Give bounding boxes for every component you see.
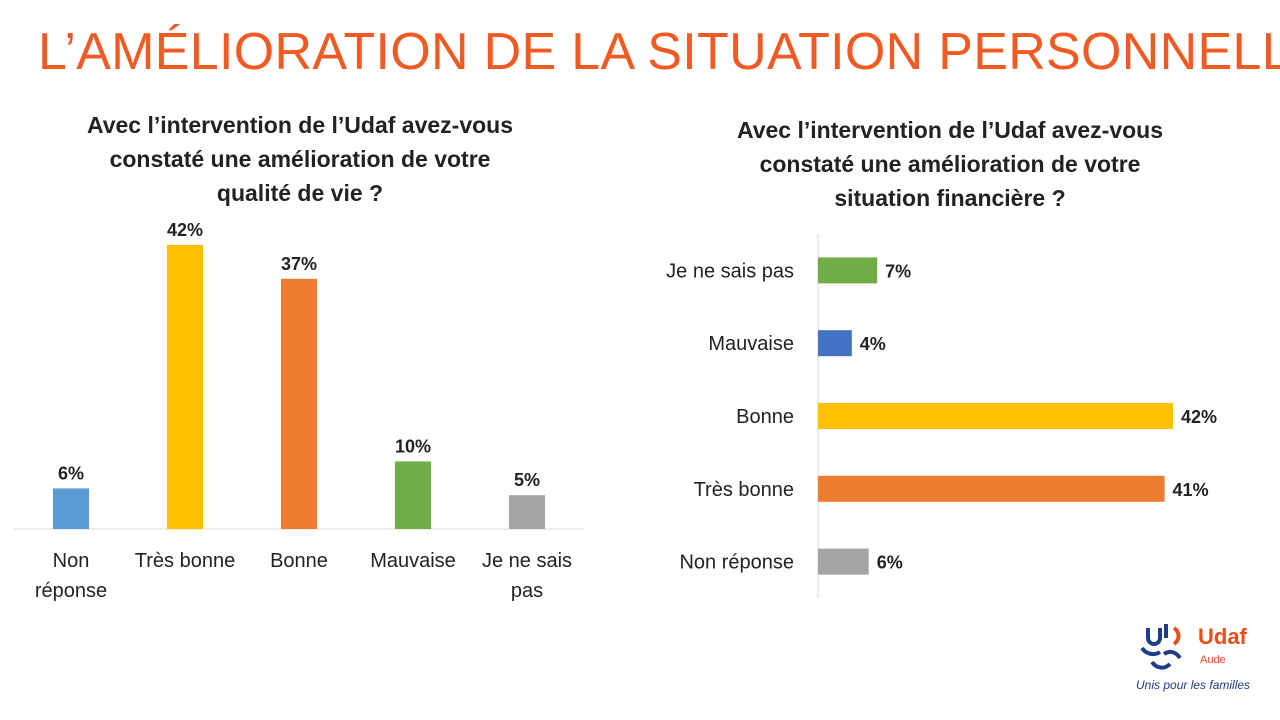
data-label: 42%: [1181, 407, 1217, 427]
chart-title-quality-of-life: Avec l’intervention de l’Udaf avez-vous …: [40, 108, 560, 210]
logo-sub: Aude: [1200, 654, 1226, 666]
x-tick-label: pas: [511, 580, 543, 602]
data-label: 6%: [877, 553, 903, 573]
bar: [818, 548, 869, 575]
chart-title-line: situation financière ?: [834, 185, 1066, 211]
bar: [395, 461, 431, 529]
chart-title-line: Avec l’intervention de l’Udaf avez-vous: [736, 117, 1164, 143]
x-tick-label: Très bonne: [135, 550, 235, 572]
bar: [53, 488, 89, 529]
y-tick-label: Bonne: [736, 406, 794, 428]
y-tick-label: Très bonne: [694, 479, 794, 501]
logo-tagline: Unis pour les familles: [1136, 678, 1251, 692]
bar: [818, 330, 852, 357]
x-tick-label: Non: [53, 550, 90, 572]
udaf-logo: Udaf Aude Unis pour les familles: [1132, 618, 1272, 708]
bar: [167, 245, 203, 529]
y-tick-label: Je ne sais pas: [666, 260, 794, 282]
chart-title-line: Avec l’intervention de l’Udaf avez-vous: [86, 112, 514, 138]
y-tick-label: Mauvaise: [708, 333, 794, 355]
data-label: 37%: [281, 254, 317, 274]
bar: [281, 278, 317, 529]
chart-title-line: constaté une amélioration de votre: [109, 146, 491, 172]
data-label: 41%: [1173, 480, 1209, 500]
x-tick-label: Je ne sais: [482, 550, 572, 572]
chart-title-line: qualité de vie ?: [216, 180, 384, 206]
data-label: 10%: [395, 436, 431, 456]
udaf-logo-mark: [1140, 624, 1182, 670]
y-tick-label: Non réponse: [679, 552, 794, 574]
data-label: 42%: [167, 220, 203, 240]
bar: [818, 403, 1173, 429]
x-tick-label: Mauvaise: [370, 550, 456, 572]
data-label: 5%: [514, 470, 540, 490]
logo-brand: Udaf: [1198, 624, 1247, 649]
data-label: 7%: [885, 261, 911, 281]
data-label: 6%: [58, 463, 84, 483]
x-tick-label: réponse: [35, 580, 107, 602]
bar: [818, 257, 878, 284]
chart-title-financial-situation: Avec l’intervention de l’Udaf avez-vous …: [680, 113, 1220, 215]
bar: [818, 475, 1165, 502]
page-title: L’AMÉLIORATION DE LA SITUATION PERSONNEL…: [38, 23, 1280, 81]
x-tick-label: Bonne: [270, 550, 328, 572]
data-label: 4%: [860, 334, 886, 354]
bar: [509, 495, 545, 529]
chart-title-line: constaté une amélioration de votre: [759, 151, 1141, 177]
